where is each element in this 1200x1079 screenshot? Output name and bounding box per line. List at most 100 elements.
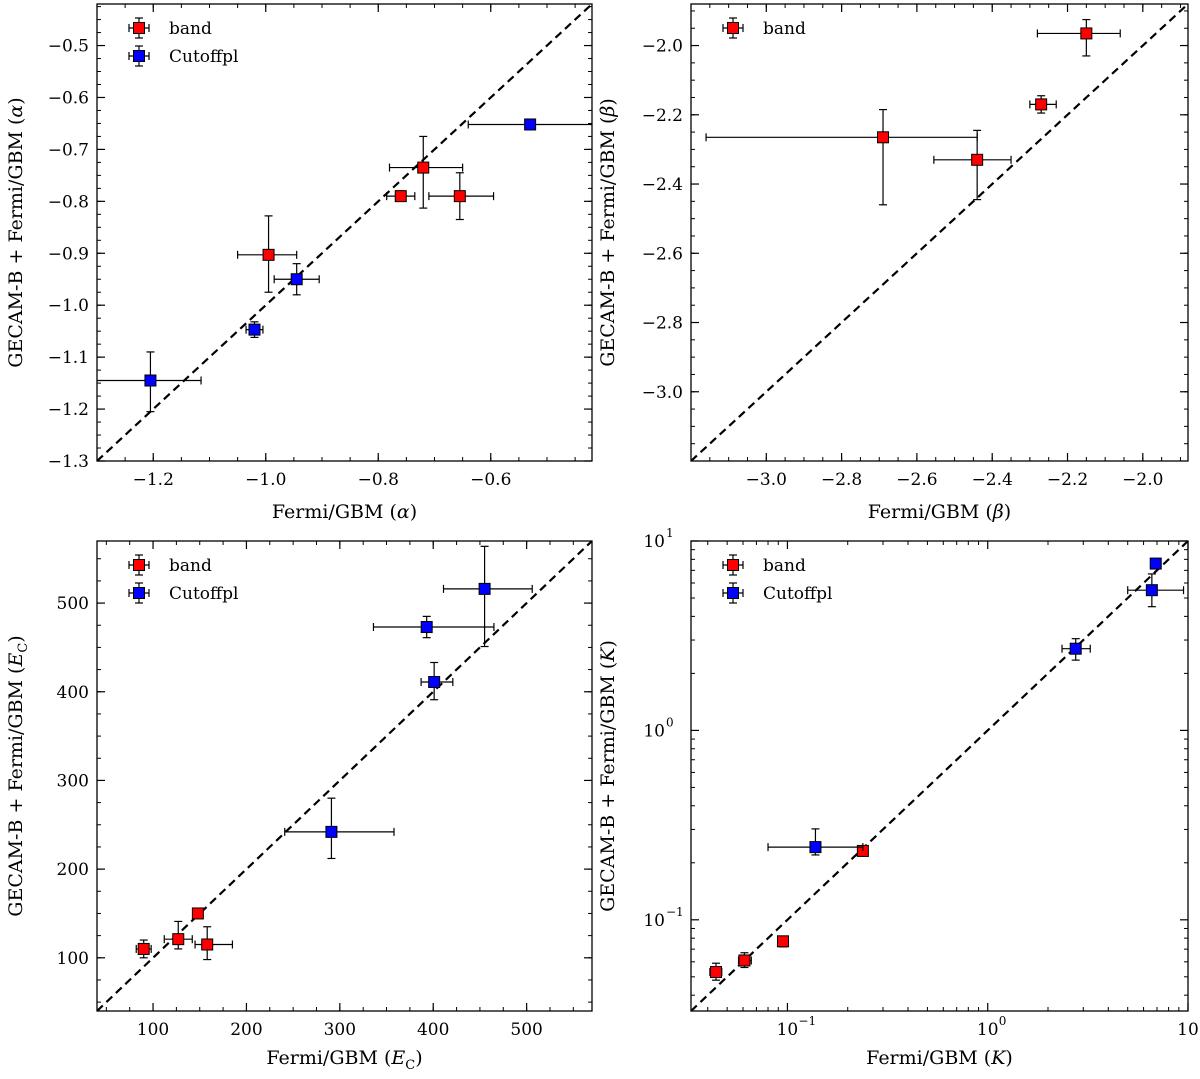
x-tick-label: −1.2 [133, 470, 174, 490]
x-axis-label: Fermi/GBM (K) [866, 1047, 1013, 1069]
data-point-band [453, 190, 466, 203]
data-point-cutoffpl [1069, 642, 1082, 655]
legend-item-cutoffpl: Cutoffpl [128, 582, 238, 604]
legend-marker [133, 50, 145, 62]
y-axis-label: GECAM-B + Fermi/GBM (K) [597, 640, 619, 912]
y-tick-label: 300 [57, 771, 89, 791]
data-point-band [1035, 98, 1048, 111]
legend-label: band [169, 556, 212, 576]
identity-line [97, 4, 592, 461]
x-tick-label: −3.0 [746, 470, 787, 490]
y-tick-label: −0.8 [48, 192, 89, 212]
data-point-cutoffpl [809, 841, 822, 854]
y-axis-label: GECAM-B + Fermi/GBM (β) [597, 98, 619, 367]
y-tick-label: −0.6 [48, 88, 89, 108]
y-tick-label: −1.0 [48, 296, 89, 316]
series-cutoffpl [97, 118, 592, 413]
series-cutoffpl [767, 557, 1185, 856]
data-point-band [201, 938, 214, 951]
y-tick-label: 10 [643, 911, 665, 931]
minor-ticks [97, 541, 592, 1011]
data-point-band [971, 153, 984, 166]
x-tick-label: 400 [417, 1020, 449, 1040]
series-band [135, 907, 234, 961]
legend-marker [133, 587, 145, 599]
y-tick-label: −0.7 [48, 140, 89, 160]
data-point-band [262, 248, 275, 261]
legend-label: band [169, 19, 212, 39]
data-point-band [1080, 27, 1093, 40]
y-tick-exponent: 0 [666, 715, 674, 729]
y-tick-label: 200 [57, 860, 89, 880]
series-band [237, 135, 495, 293]
y-tick-label: −1.2 [48, 400, 89, 420]
data-point-cutoffpl [428, 676, 441, 688]
legend-item-cutoffpl: Cutoffpl [128, 45, 238, 67]
data-point-cutoffpl [248, 323, 261, 336]
legend-marker [133, 22, 145, 34]
x-tick-label: −2.0 [1122, 470, 1163, 490]
data-point-cutoffpl [325, 825, 338, 838]
x-tick-label: −0.6 [470, 470, 511, 490]
legend-label: band [763, 19, 806, 39]
data-point-band [877, 131, 890, 144]
x-tick-label: 10 [1177, 1020, 1199, 1040]
y-tick-label: −2.4 [642, 175, 683, 195]
y-tick-label: 500 [57, 594, 89, 614]
x-tick-exponent: −1 [798, 1014, 816, 1028]
data-point-cutoffpl [144, 374, 157, 387]
y-tick-label: 100 [57, 949, 89, 969]
x-tick-label: −2.4 [972, 470, 1013, 490]
y-tick-label: 10 [643, 721, 665, 741]
data-point-cutoffpl [290, 273, 303, 286]
y-tick-label: −2.2 [642, 106, 683, 126]
x-tick-label: 100 [137, 1020, 169, 1040]
data-point-cutoffpl [478, 582, 491, 595]
y-tick-label: −0.9 [48, 244, 89, 264]
legend-label: band [763, 556, 806, 576]
y-tick-label: −0.5 [48, 37, 89, 57]
data-point-cutoffpl [1149, 557, 1162, 570]
chart-panel-1: −1.2 −1.0 −0.8 −0.6 −1.3 −1.2 −1.1 −1.0 −0.9 −0.8… [5, 3, 593, 523]
y-tick-exponent: 1 [666, 526, 674, 540]
x-tick-label: −2.2 [1047, 470, 1088, 490]
x-tick-label: −0.8 [358, 470, 399, 490]
data-point-band [776, 935, 789, 948]
data-point-band [394, 190, 407, 203]
data-point-band [738, 954, 751, 967]
y-tick-label: −1.3 [48, 452, 89, 472]
y-tick-label: 10 [643, 532, 665, 552]
data-point-band [417, 161, 430, 174]
data-point-cutoffpl [1145, 584, 1158, 597]
identity-line [691, 4, 1188, 461]
y-tick-label: −2.6 [642, 244, 683, 264]
y-tick-label: −2.0 [642, 37, 683, 57]
y-tick-exponent: −1 [666, 905, 684, 919]
legend-label: Cutoffpl [169, 584, 238, 604]
x-tick-exponent: 0 [999, 1014, 1007, 1028]
y-tick-label: −3.0 [642, 383, 683, 403]
legend-label: Cutoffpl [763, 584, 832, 604]
y-tick-label: 400 [57, 683, 89, 703]
x-tick-label: 10 [777, 1020, 799, 1040]
x-tick-label: −2.6 [896, 470, 937, 490]
data-point-cutoffpl [420, 621, 433, 634]
legend-item-band: band [722, 17, 806, 39]
series-cutoffpl [284, 545, 533, 860]
legend-item-cutoffpl: Cutoffpl [722, 582, 832, 604]
data-point-band [172, 933, 185, 946]
legend-marker [727, 559, 739, 571]
y-axis-label: GECAM-B + Fermi/GBM (EC) [5, 635, 31, 916]
x-tick-label: 500 [510, 1020, 542, 1040]
plot-frame [690, 3, 1189, 462]
chart-panel-3: 100 200 300 400 500 100 200 300 400 500 band Cutoff… [5, 540, 593, 1073]
x-tick-label: 200 [230, 1020, 262, 1040]
series-band [705, 18, 1121, 206]
x-tick-label: 10 [977, 1020, 999, 1040]
data-point-band [191, 907, 204, 920]
y-axis-label: GECAM-B + Fermi/GBM (α) [5, 97, 27, 367]
chart-panel-4: 10−110010110−1100101bandCutoffplFermi/GB… [597, 526, 1200, 1069]
legend-item-band: band [128, 17, 212, 39]
minor-ticks [691, 541, 1188, 1011]
